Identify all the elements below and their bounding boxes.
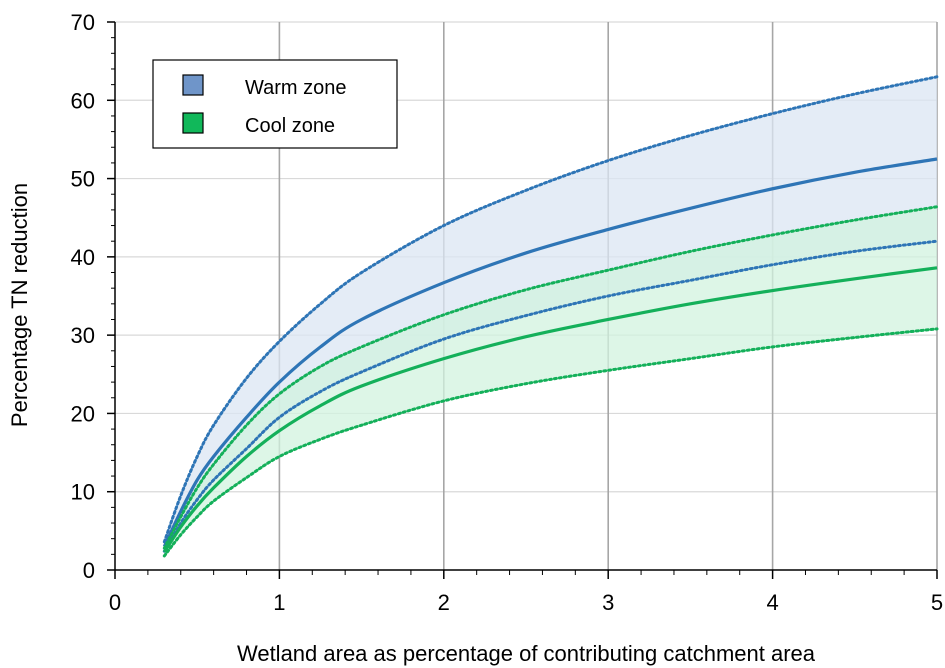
legend: Warm zone Cool zone <box>152 59 398 149</box>
y-tick-label-20: 20 <box>71 401 95 426</box>
legend-label-cool-zone: Cool zone <box>245 115 335 137</box>
upper-bound-line-warm-zone <box>162 75 939 544</box>
x-tick-label-1: 1 <box>273 590 285 615</box>
legend-swatch-cool-zone <box>182 112 204 134</box>
mean-line-cool-zone <box>162 266 938 553</box>
x-tick-label-0: 0 <box>109 590 121 615</box>
upper-bound-line-cool-zone <box>162 205 939 550</box>
y-tick-label-50: 50 <box>71 167 95 192</box>
x-axis-title: Wetland area as percentage of contributi… <box>237 641 816 666</box>
y-tick-label-70: 70 <box>71 10 95 35</box>
x-tick-label-4: 4 <box>766 590 778 615</box>
y-tick-label-30: 30 <box>71 323 95 348</box>
legend-label-warm-zone: Warm zone <box>245 77 347 99</box>
lower-bound-line-cool-zone <box>162 327 939 558</box>
x-tick-label-5: 5 <box>931 590 943 615</box>
y-tick-label-10: 10 <box>71 480 95 505</box>
y-tick-label-40: 40 <box>71 245 95 270</box>
x-tick-label-3: 3 <box>602 590 614 615</box>
tick-labels: 0 10 20 30 40 50 60 70 0 1 2 3 4 5 <box>71 10 944 615</box>
y-axis-title: Percentage TN reduction <box>7 183 32 427</box>
y-tick-label-60: 60 <box>71 88 95 113</box>
x-tick-label-2: 2 <box>438 590 450 615</box>
lower-bound-line-warm-zone <box>162 239 939 553</box>
axes <box>107 21 938 579</box>
mean-line-warm-zone <box>162 157 938 548</box>
series-lines <box>162 75 939 558</box>
y-tick-label-0: 0 <box>83 558 95 583</box>
legend-swatch-warm-zone <box>182 74 204 96</box>
